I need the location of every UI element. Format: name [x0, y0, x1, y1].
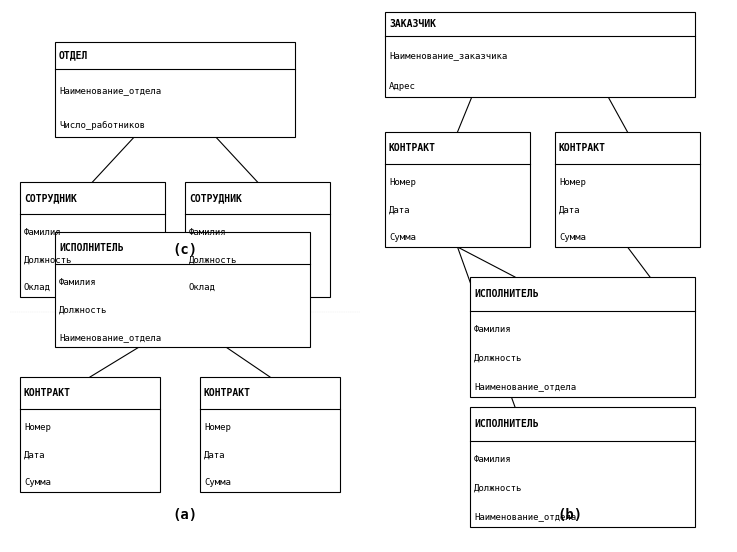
Text: Должность: Должность	[59, 305, 108, 314]
Text: Номер: Номер	[389, 178, 416, 187]
Text: (b): (b)	[557, 508, 582, 522]
Text: Дата: Дата	[389, 205, 411, 214]
Text: Наименование_отдела: Наименование_отдела	[474, 512, 576, 522]
Bar	[385, 12, 695, 97]
Bar	[185, 182, 330, 297]
Text: Оклад: Оклад	[24, 283, 51, 292]
Text: Дата: Дата	[24, 450, 46, 459]
Text: Фамилия: Фамилия	[189, 227, 226, 237]
Bar	[55, 42, 295, 137]
Text: Наименование_отдела: Наименование_отдела	[59, 86, 161, 95]
Text: КОНТРАКТ: КОНТРАКТ	[204, 388, 251, 398]
Text: (a): (a)	[172, 508, 198, 522]
Bar	[555, 132, 700, 247]
Text: ИСПОЛНИТЕЛЬ: ИСПОЛНИТЕЛЬ	[474, 289, 539, 299]
Bar	[385, 132, 530, 247]
Text: КОНТРАКТ: КОНТРАКТ	[24, 388, 71, 398]
Text: (c): (c)	[172, 243, 198, 257]
Bar	[20, 182, 165, 297]
Text: Дата: Дата	[204, 450, 226, 459]
Text: Наименование_отдела: Наименование_отдела	[59, 333, 161, 342]
Text: ЗАКАЗЧИК: ЗАКАЗЧИК	[389, 19, 436, 29]
Text: КОНТРАКТ: КОНТРАКТ	[559, 143, 606, 153]
Text: Дата: Дата	[559, 205, 581, 214]
Text: Число_работников: Число_работников	[59, 120, 145, 130]
Text: Сумма: Сумма	[204, 478, 231, 487]
Text: Наименование_отдела: Наименование_отдела	[474, 383, 576, 391]
Text: Номер: Номер	[24, 423, 51, 432]
Bar	[55, 232, 310, 347]
Text: Должность: Должность	[474, 354, 523, 363]
Text: СОТРУДНИК: СОТРУДНИК	[189, 193, 242, 203]
Text: СОТРУДНИК: СОТРУДНИК	[24, 193, 77, 203]
Text: Фамилия: Фамилия	[474, 325, 511, 334]
Text: Должность: Должность	[24, 255, 72, 264]
Text: Номер: Номер	[559, 178, 586, 187]
Text: Сумма: Сумма	[389, 233, 416, 242]
Text: Фамилия: Фамилия	[24, 227, 62, 237]
Text: ИСПОЛНИТЕЛЬ: ИСПОЛНИТЕЛЬ	[474, 419, 539, 429]
Text: Должность: Должность	[474, 484, 523, 492]
Text: Адрес: Адрес	[389, 82, 416, 91]
Text: Фамилия: Фамилия	[59, 278, 97, 286]
Text: Наименование_заказчика: Наименование_заказчика	[389, 51, 507, 60]
Bar	[20, 377, 160, 492]
Text: Сумма: Сумма	[559, 233, 586, 242]
Bar	[470, 277, 695, 397]
Text: Оклад: Оклад	[189, 283, 216, 292]
Text: Должность: Должность	[189, 255, 237, 264]
Text: ОТДЕЛ: ОТДЕЛ	[59, 50, 88, 60]
Text: Сумма: Сумма	[24, 478, 51, 487]
Bar	[200, 377, 340, 492]
Text: ИСПОЛНИТЕЛЬ: ИСПОЛНИТЕЛЬ	[59, 243, 124, 253]
Bar	[470, 407, 695, 527]
Text: Фамилия: Фамилия	[474, 455, 511, 464]
Text: Номер: Номер	[204, 423, 231, 432]
Text: КОНТРАКТ: КОНТРАКТ	[389, 143, 436, 153]
